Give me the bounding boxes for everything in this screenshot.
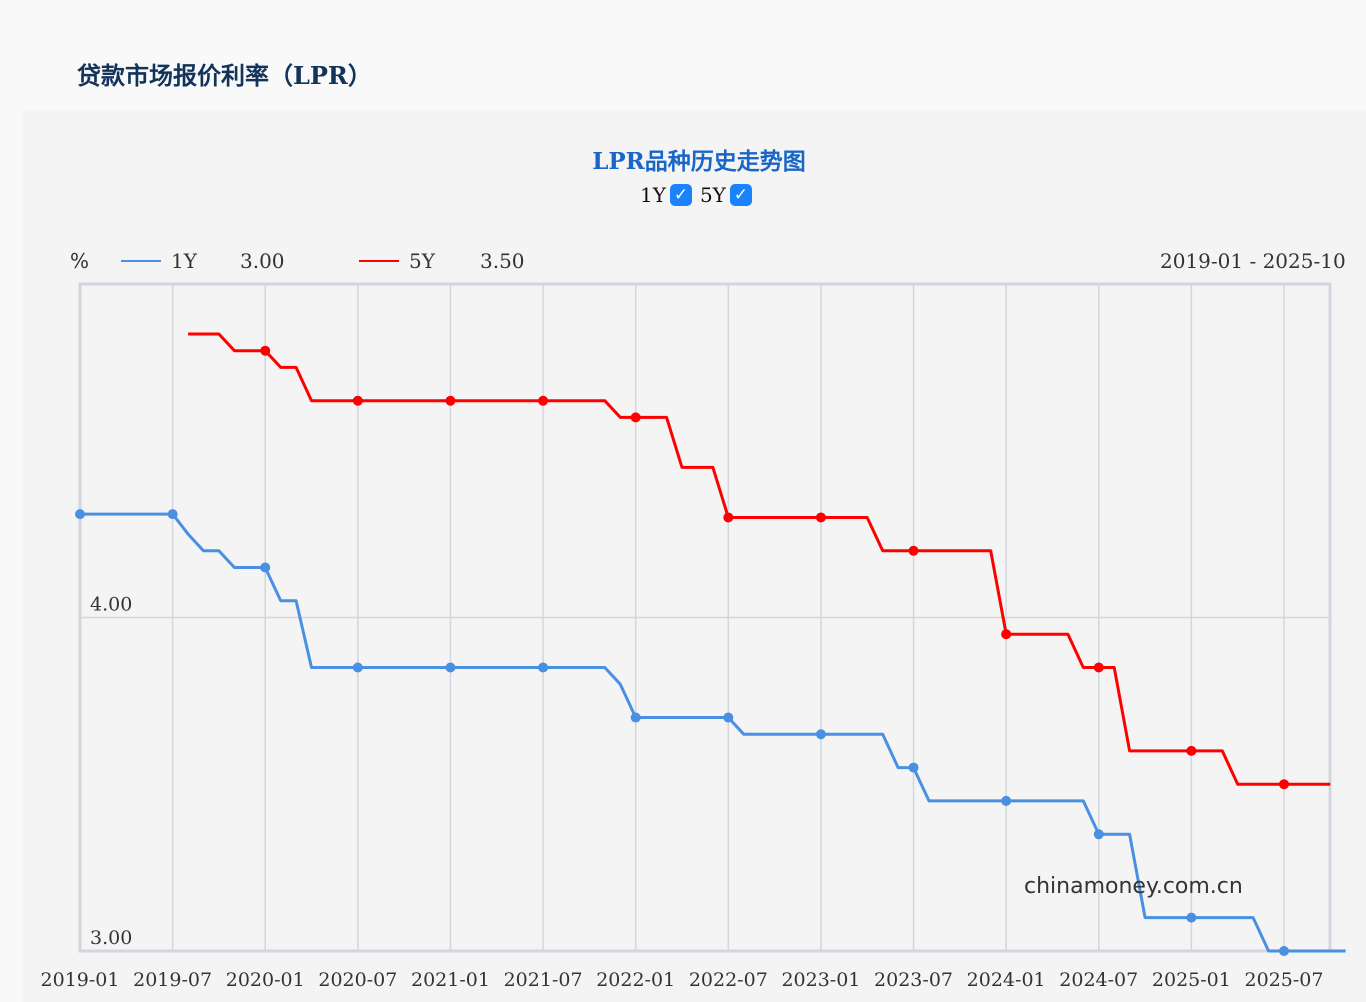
series-5y-point — [815, 512, 826, 523]
legend-1y-latest: 3.00 — [240, 249, 285, 273]
series-5y-point — [260, 345, 271, 356]
chart-panel — [22, 110, 1366, 1002]
series-5y-point — [630, 412, 641, 423]
series-1y-point — [1093, 829, 1104, 840]
legend-1y-name: 1Y — [171, 249, 197, 273]
y-tick-label: 4.00 — [90, 594, 132, 616]
series-1y-point — [1001, 795, 1012, 806]
series-1y-point — [1279, 946, 1289, 956]
series-1y-point — [815, 729, 826, 740]
series-1y-point — [75, 509, 85, 520]
series-1y-point — [352, 662, 363, 673]
x-tick-label: 2025-07 — [1245, 969, 1324, 991]
series-5y-line — [188, 332, 1331, 786]
series-5y-point — [538, 395, 549, 406]
series-1y-point — [908, 762, 919, 773]
x-tick-label: 2020-01 — [226, 969, 305, 991]
series-5y-point — [1093, 662, 1104, 673]
series-1y-point — [167, 509, 178, 520]
series-5y-point — [1001, 629, 1012, 640]
legend-5y-swatch — [359, 260, 399, 262]
series-5y-point — [1186, 745, 1197, 756]
series-5y-point — [723, 512, 734, 523]
x-tick-label: 2021-01 — [411, 969, 490, 991]
series-5y-point — [445, 395, 456, 406]
series-1y-point — [538, 662, 549, 673]
legend-5y-name: 5Y — [409, 249, 435, 273]
x-tick-label: 2023-01 — [781, 969, 860, 991]
legend-1y-swatch — [121, 260, 161, 262]
x-tick-label: 2022-01 — [596, 969, 675, 991]
y-tick-label: 3.00 — [90, 927, 132, 949]
x-tick-label: 2024-07 — [1059, 969, 1138, 991]
series-1y-point — [1186, 912, 1197, 923]
series-5y-point — [1279, 779, 1289, 790]
series-1y-point — [445, 662, 456, 673]
series-1y-point — [630, 712, 641, 723]
date-range: 2019-01 - 2025-10 — [1160, 249, 1346, 273]
series-toggles: 1Y ✓ 5Y ✓ — [640, 183, 756, 207]
page-title: 贷款市场报价利率（LPR） — [77, 61, 372, 90]
x-tick-label: 2024-01 — [967, 969, 1046, 991]
series-5y-point — [908, 545, 919, 556]
toggle-5y-label: 5Y — [699, 183, 726, 207]
series-5y-point — [352, 395, 363, 406]
x-tick-label: 2022-07 — [689, 969, 768, 991]
x-tick-label: 2020-07 — [318, 969, 397, 991]
toggle-1y-label: 1Y — [640, 183, 666, 207]
series-1y-line — [80, 512, 1346, 953]
series-1y-point — [260, 562, 271, 573]
toggle-5y-checkbox[interactable]: ✓ — [729, 184, 752, 206]
x-tick-label: 2025-01 — [1152, 969, 1231, 991]
y-unit-label: % — [70, 249, 90, 273]
x-tick-label: 2019-01 — [41, 969, 120, 991]
chart-title: LPR品种历史走势图 — [592, 148, 806, 175]
toggle-1y-checkbox[interactable]: ✓ — [669, 184, 692, 206]
x-tick-label: 2021-07 — [504, 969, 583, 991]
x-tick-label: 2019-07 — [133, 969, 212, 991]
series-1y-point — [723, 712, 734, 723]
x-tick-label: 2023-07 — [874, 969, 953, 991]
legend-5y-latest: 3.50 — [480, 249, 525, 273]
watermark: chinamoney.com.cn — [1024, 874, 1243, 899]
